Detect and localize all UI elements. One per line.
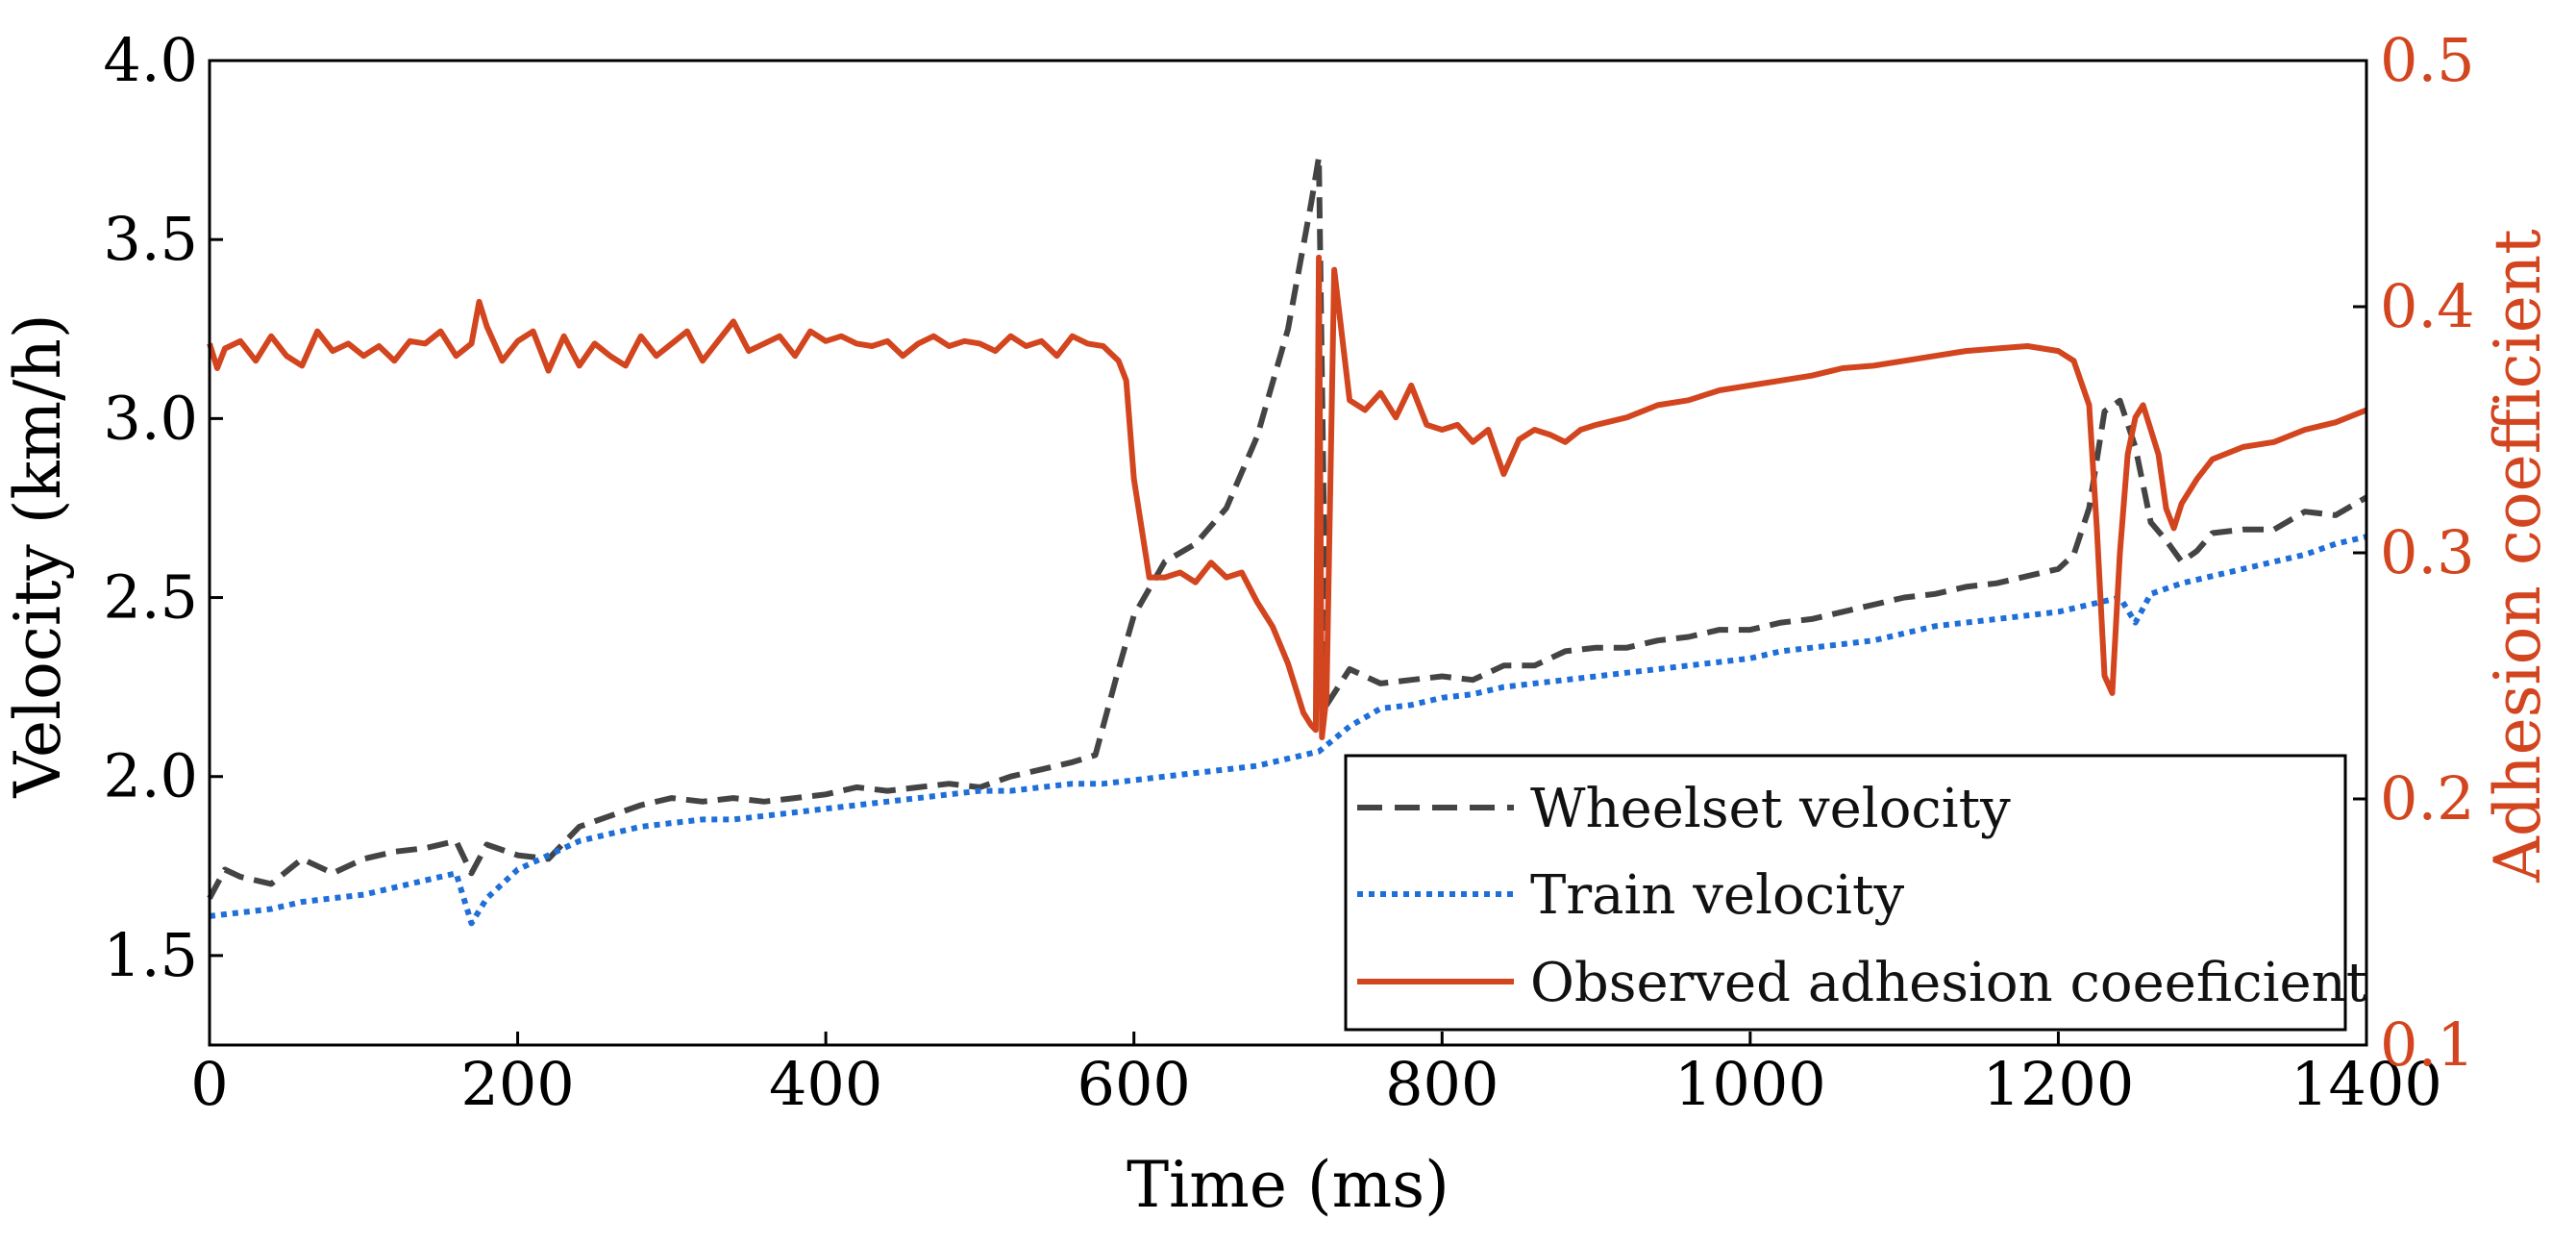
- y-left-tick-label: 2.5: [103, 562, 198, 633]
- y-right-tick-label: 0.1: [2380, 1009, 2475, 1080]
- legend-label-train: Train velocity: [1530, 864, 1904, 927]
- y-axis-right-title: Adhesion coefficient: [2481, 229, 2555, 884]
- x-tick-label: 600: [1077, 1049, 1191, 1119]
- y-left-tick-label: 3.0: [103, 383, 198, 453]
- y-axis-right: 0.1 0.2 0.3 0.4 0.5: [2353, 25, 2475, 1080]
- y-axis-left: 1.5 2.0 2.5 3.0 3.5 4.0: [103, 25, 223, 990]
- x-tick-label: 1200: [1983, 1049, 2135, 1119]
- x-tick-label: 200: [460, 1049, 574, 1119]
- x-tick-label: 800: [1385, 1049, 1499, 1119]
- series-layer: [207, 154, 2368, 927]
- x-tick-label: 1400: [2291, 1049, 2442, 1119]
- y-axis-left-title: Velocity (km/h): [1, 313, 75, 798]
- y-right-tick-label: 0.3: [2380, 517, 2475, 587]
- legend-label-wheelset: Wheelset velocity: [1530, 778, 2011, 840]
- y-right-tick-label: 0.4: [2380, 271, 2475, 341]
- x-axis: 0 200 400 600 800 1000 1200 1400: [190, 1032, 2442, 1119]
- y-right-tick-label: 0.2: [2380, 763, 2475, 834]
- train-velocity-line: [209, 534, 2367, 927]
- y-left-tick-label: 2.0: [103, 741, 198, 811]
- x-tick-label: 400: [769, 1049, 882, 1119]
- y-left-tick-label: 1.5: [103, 920, 198, 990]
- y-left-tick-label: 3.5: [103, 204, 198, 274]
- legend-label-adhesion: Observed adhesion coeeficient: [1530, 952, 2368, 1014]
- x-axis-title: Time (ms): [1127, 1148, 1449, 1222]
- y-right-tick-label: 0.5: [2380, 25, 2475, 95]
- x-tick-label: 1000: [1674, 1049, 1826, 1119]
- x-tick-label: 0: [190, 1049, 228, 1119]
- legend: Wheelset velocity Train velocity Observe…: [1344, 754, 2368, 1032]
- y-left-tick-label: 4.0: [103, 25, 198, 95]
- adhesion-coefficient-line: [207, 254, 2368, 740]
